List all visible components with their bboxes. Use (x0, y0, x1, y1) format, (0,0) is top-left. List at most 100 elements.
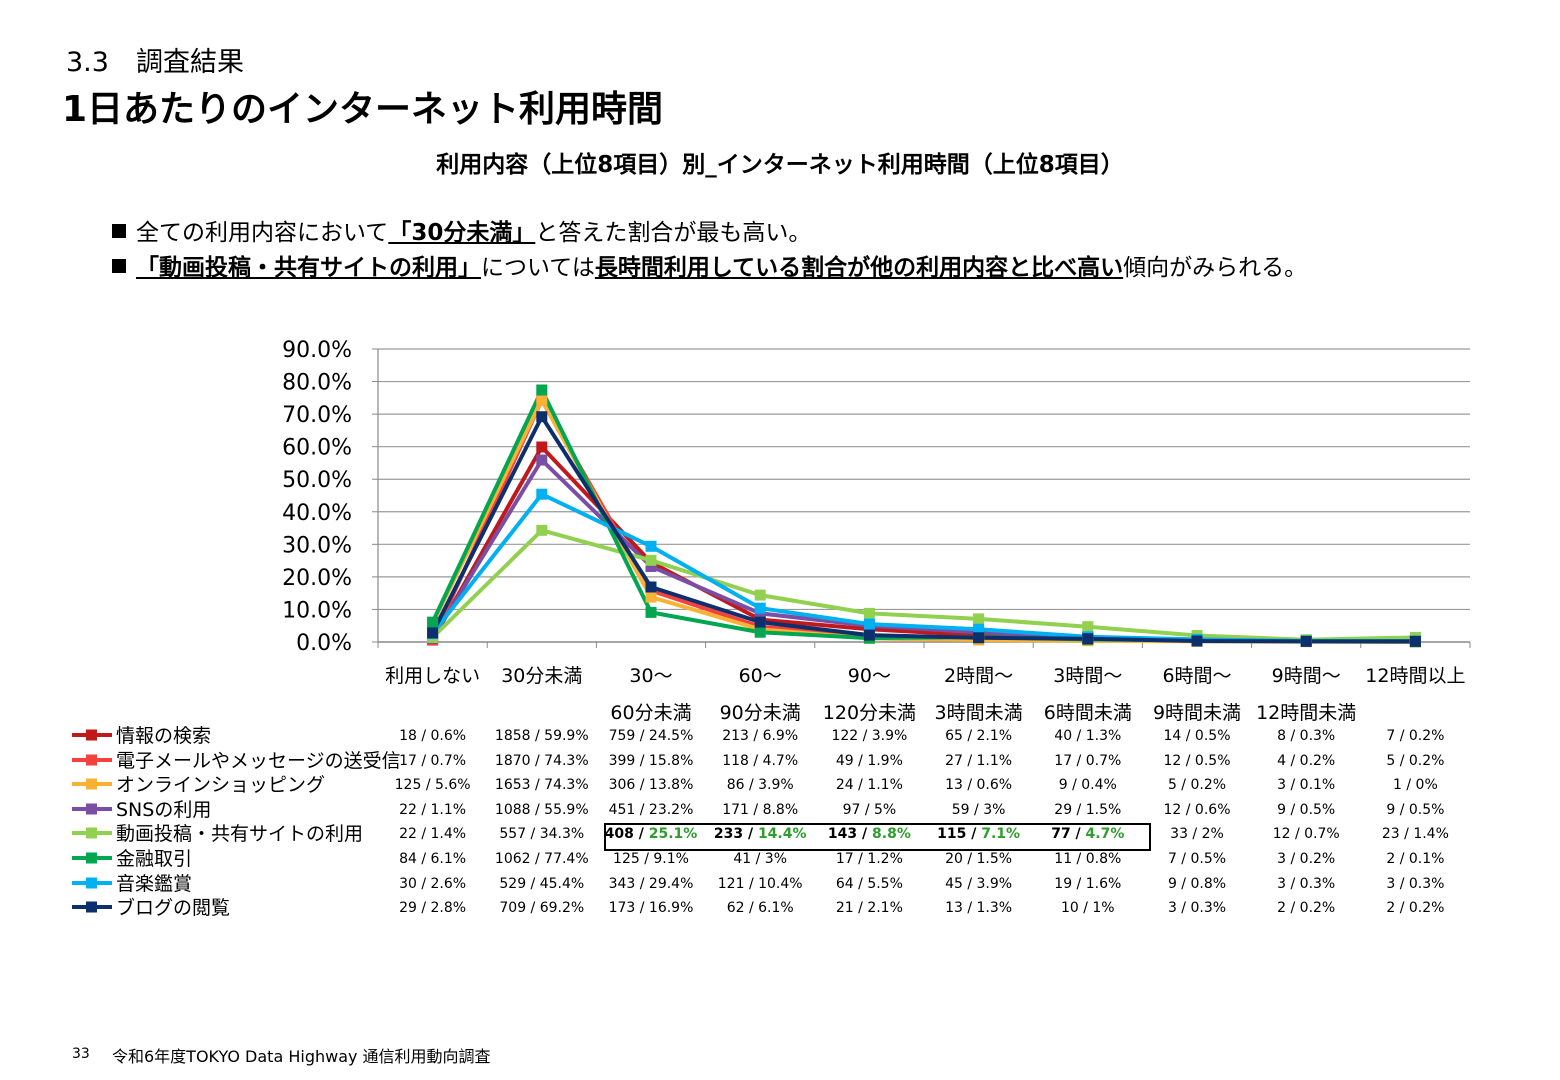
table-cell: 125 / 9.1% (613, 851, 689, 867)
table-cell: 17 / 0.7% (399, 752, 467, 769)
legend-item: オンラインショッピング (70, 773, 390, 797)
legend-label: 音楽鑑賞 (116, 872, 193, 895)
bullet-square-icon (112, 224, 126, 238)
x-tick-label: 12時間以上 (1365, 665, 1465, 687)
y-tick-label: 70.0% (282, 403, 352, 428)
data-point (645, 554, 657, 566)
table-cell: 11 / 0.8% (1054, 851, 1122, 867)
series-line-7 (431, 492, 1416, 644)
legend-marker-icon (72, 901, 112, 913)
table-cell: 143 / 8.8% (814, 822, 924, 846)
table-cell: 9 / 0.8% (1167, 875, 1227, 892)
data-point (1300, 635, 1312, 647)
x-tick-label: 12時間未満 (1256, 702, 1356, 724)
table-cell: 408 / 25.1% (596, 822, 706, 846)
x-tick-label: 2時間〜 (944, 665, 1013, 687)
table-cell: 115 / 7.1% (924, 822, 1034, 846)
table-cell: 84 / 6.1% (399, 851, 467, 867)
bullet-square-icon (112, 259, 126, 273)
table-cell: 40 / 1.3% (1054, 728, 1122, 744)
table-cell: 759 / 24.5% (608, 728, 694, 744)
table-cell: 13 / 1.3% (945, 900, 1013, 917)
legend-item: SNSの利用 (70, 798, 390, 822)
table-cell: 18 / 0.6% (399, 728, 467, 744)
table-cell: 3 / 0.1% (1277, 777, 1336, 794)
table-cell: 125 / 5.6% (394, 777, 471, 794)
y-tick-label: 50.0% (282, 468, 352, 493)
data-point (645, 581, 657, 593)
table-cell: 4 / 0.2% (1277, 752, 1336, 769)
legend-label: 電子メールやメッセージの送受信 (116, 749, 401, 772)
legend-marker-icon (72, 827, 112, 839)
table-cell: 22 / 1.4% (399, 826, 467, 843)
data-point (645, 540, 657, 552)
table-cell: 29 / 1.5% (1054, 801, 1122, 818)
legend-marker-icon (72, 778, 112, 790)
legend-item: 情報の検索 (70, 724, 390, 748)
table-cell: 1653 / 74.3% (494, 777, 589, 794)
series-line-6 (430, 388, 1416, 644)
data-point (536, 384, 548, 396)
bullet-2-mid: については (481, 255, 595, 281)
legend-label: 金融取引 (116, 848, 193, 870)
bullet-1-pre: 全ての利用内容において (136, 220, 389, 246)
legend-marker-icon (72, 852, 112, 864)
table-cell: 10 / 1% (1060, 900, 1115, 917)
page-title: 1日あたりのインターネット利用時間 (62, 89, 664, 130)
table-cell: 1088 / 55.9% (494, 801, 589, 818)
table-cell: 12 / 0.5% (1163, 752, 1231, 769)
y-tick-label: 40.0% (282, 501, 352, 526)
x-tick-label: 60分未満 (610, 702, 691, 724)
table-cell: 59 / 3% (951, 801, 1006, 818)
table-cell: 9 / 0.5% (1277, 801, 1336, 818)
y-tick-label: 0.0% (296, 631, 352, 656)
table-cell: 121 / 10.4% (717, 875, 803, 892)
table-cell: 709 / 69.2% (499, 900, 585, 917)
table-cell: 24 / 1.1% (835, 777, 903, 794)
bullet-1-emphasis: 「30分未満」 (388, 220, 536, 246)
bullet-2: 「動画投稿・共有サイトの利用」については長時間利用している割合が他の利用内容と比… (112, 248, 1307, 282)
line-chart: 0.0% 10.0% 20.0% 30.0% 40.0% 50.0% 60.0% 70.0% 8… (282, 338, 1471, 724)
cell-percent: 14.4% (757, 826, 807, 843)
table-cell: 118 / 4.7% (722, 752, 799, 769)
table-cell: 171 / 8.8% (722, 801, 799, 818)
table-cell: 64 / 5.5% (835, 875, 903, 892)
cell-percent: 4.7% (1085, 826, 1125, 843)
table-cell: 3 / 0.3% (1277, 875, 1336, 892)
data-point (536, 524, 548, 536)
data-point (754, 602, 766, 614)
x-tick-label: 6時間未満 (1044, 702, 1132, 724)
cell-percent: 8.8% (872, 826, 911, 843)
table-cell: 5 / 0.2% (1167, 777, 1227, 794)
footer-source: 令和6年度TOKYO Data Highway 通信利用動向調査 (112, 1047, 491, 1066)
series-line-5 (431, 528, 1416, 642)
cell-percent: 7.1% (981, 826, 1021, 843)
data-point (1191, 635, 1203, 647)
table-cell: 1858 / 59.9% (494, 728, 589, 744)
legend-label: 情報の検索 (116, 725, 212, 747)
table-cell: 65 / 2.1% (945, 728, 1013, 744)
table-cell: 49 / 1.9% (835, 752, 903, 769)
legend-marker-icon (72, 877, 112, 889)
y-tick-label: 90.0% (282, 338, 352, 363)
bullet-2-emphasis: 「動画投稿・共有サイトの利用」 (136, 255, 481, 281)
data-point (536, 441, 548, 453)
legend-label: SNSの利用 (116, 798, 212, 821)
series-line-3 (430, 398, 1416, 644)
x-tick-label: 9時間未満 (1153, 702, 1241, 724)
data-point (973, 623, 985, 635)
table-cell: 23 / 1.4% (1381, 826, 1449, 843)
table-cell: 7 / 0.5% (1167, 851, 1227, 867)
table-cell: 13 / 0.6% (945, 777, 1013, 794)
data-point (536, 454, 548, 466)
table-cell: 41 / 3% (733, 851, 788, 867)
legend-label: ブログの閲覧 (116, 897, 231, 920)
table-cell: 343 / 29.4% (608, 875, 694, 892)
table-cell: 122 / 3.9% (831, 728, 908, 744)
table-cell: 3 / 0.2% (1277, 851, 1336, 867)
x-tick-label: 30分未満 (501, 665, 582, 687)
legend-item: 電子メールやメッセージの送受信 (70, 749, 401, 773)
table-cell: 20 / 1.5% (945, 851, 1013, 867)
table-cell: 451 / 23.2% (608, 801, 694, 818)
series-line-2 (430, 398, 1416, 644)
